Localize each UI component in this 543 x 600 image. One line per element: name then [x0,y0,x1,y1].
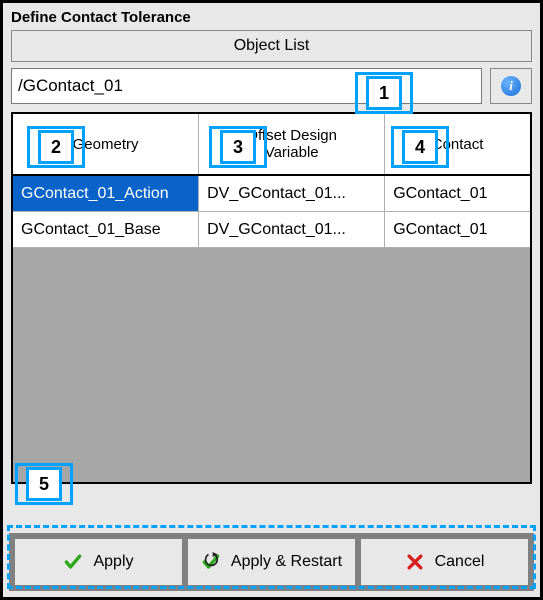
dialog-window: Define Contact Tolerance Object List i G… [0,0,543,600]
object-path-input[interactable] [11,68,482,104]
cell-offset-design-variable[interactable]: DV_GContact_01... [199,212,385,248]
table-row[interactable]: GContact_01_Action DV_GContact_01... GCo… [13,176,530,212]
cross-icon [405,552,425,572]
callout-2: 2 [38,130,74,164]
callout-3: 3 [220,130,256,164]
dialog-content: Object List i Geometry Offset Design Var… [3,30,540,484]
table-body: GContact_01_Action DV_GContact_01... GCo… [13,176,530,248]
object-list-header[interactable]: Object List [11,30,532,62]
check-restart-icon [201,552,221,572]
callout-4: 4 [402,130,438,164]
apply-button[interactable]: Apply [15,539,182,585]
check-icon [63,552,83,572]
cell-contact[interactable]: GContact_01 [385,212,530,248]
cell-contact[interactable]: GContact_01 [385,176,530,212]
path-input-row: i [11,68,532,104]
apply-label: Apply [93,553,133,571]
info-icon: i [501,76,521,96]
info-button[interactable]: i [490,68,532,104]
tolerance-table: Geometry Offset Design Variable Contact … [11,112,532,484]
cell-geometry[interactable]: GContact_01_Action [13,176,199,212]
window-title: Define Contact Tolerance [3,3,540,30]
apply-restart-button[interactable]: Apply & Restart [188,539,355,585]
table-row[interactable]: GContact_01_Base DV_GContact_01... GCont… [13,212,530,248]
table-header-row: Geometry Offset Design Variable Contact [13,114,530,176]
cancel-button[interactable]: Cancel [361,539,528,585]
apply-restart-label: Apply & Restart [231,553,342,571]
callout-1: 1 [366,76,402,110]
callout-5: 5 [26,467,62,501]
cancel-label: Cancel [435,553,485,571]
cell-geometry[interactable]: GContact_01_Base [13,212,199,248]
cell-offset-design-variable[interactable]: DV_GContact_01... [199,176,385,212]
button-bar: Apply Apply & Restart Cancel [9,533,534,591]
